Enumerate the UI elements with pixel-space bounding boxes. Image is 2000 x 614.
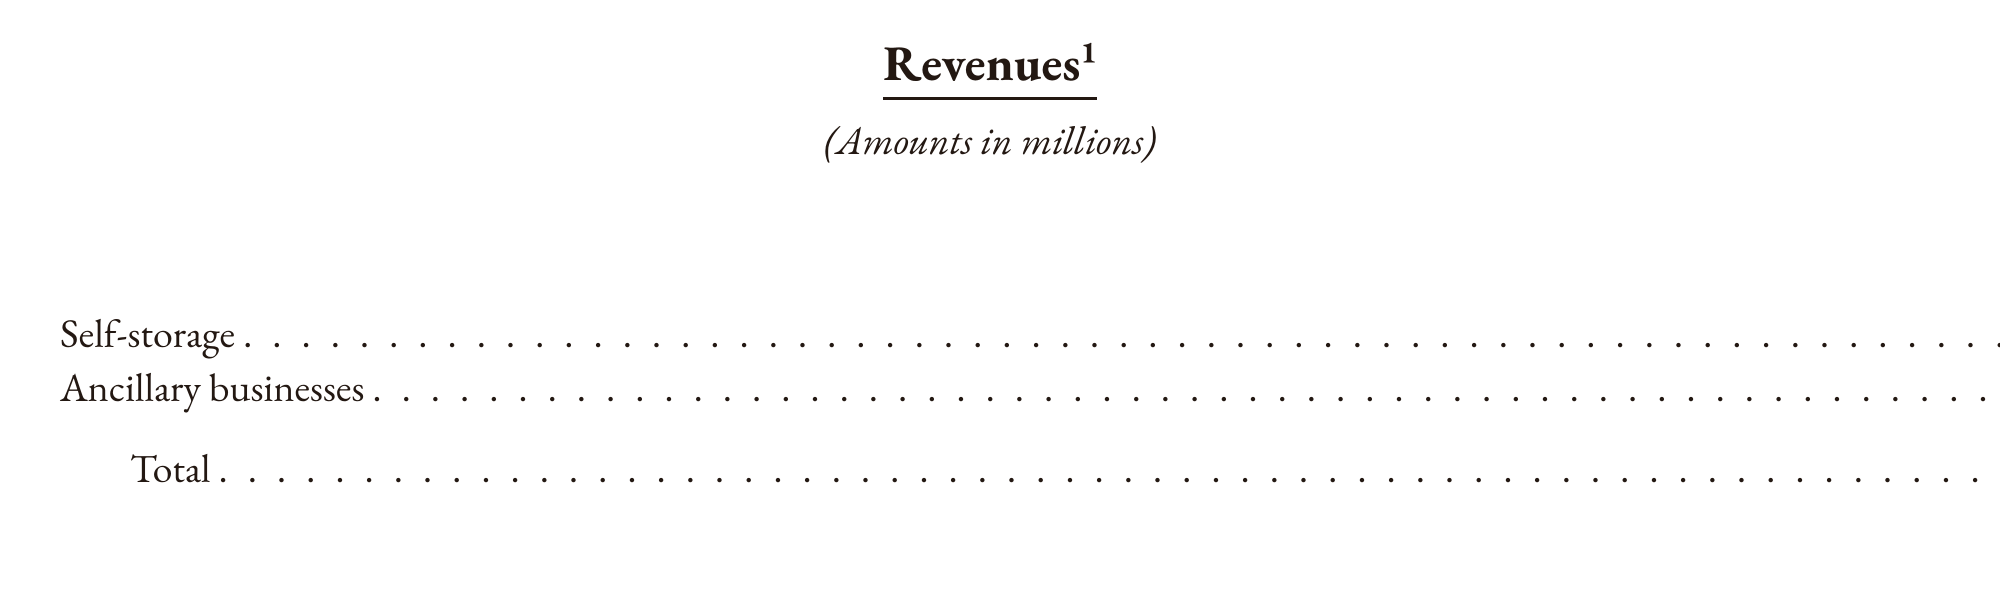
row-label: Total	[60, 443, 219, 493]
title-text: Revenues	[883, 30, 1080, 95]
dot-leader	[243, 308, 2000, 358]
row-label: Ancillary businesses	[60, 362, 372, 412]
revenues-table: 2020 2019 2018 Self-storage $ 2,722 $ 2,…	[60, 226, 2000, 497]
dot-leader	[372, 362, 2000, 412]
row-label: Self-storage	[60, 308, 243, 358]
table-subtitle: (Amounts in millions)	[60, 114, 1920, 166]
table-row: Self-storage $ 2,722 $ 2,685 $ 2,598	[60, 306, 2000, 360]
table-title: Revenues1	[883, 30, 1097, 100]
header-row: 2020 2019 2018	[60, 226, 2000, 283]
row-label-leader: Ancillary businesses	[60, 362, 2000, 412]
table-row: Ancillary businesses 193 170 162	[60, 360, 2000, 414]
title-wrap: Revenues1	[60, 30, 1920, 100]
dot-leader	[219, 443, 2000, 493]
page: Revenues1 (Amounts in millions) 2020 201…	[0, 0, 2000, 614]
row-label-leader: Total	[60, 443, 2000, 493]
total-row: Total $ 2,915 $ 2,855 $ 2,760	[60, 437, 2000, 495]
row-label-leader: Self-storage	[60, 308, 2000, 358]
title-footnote-marker: 1	[1080, 32, 1096, 72]
